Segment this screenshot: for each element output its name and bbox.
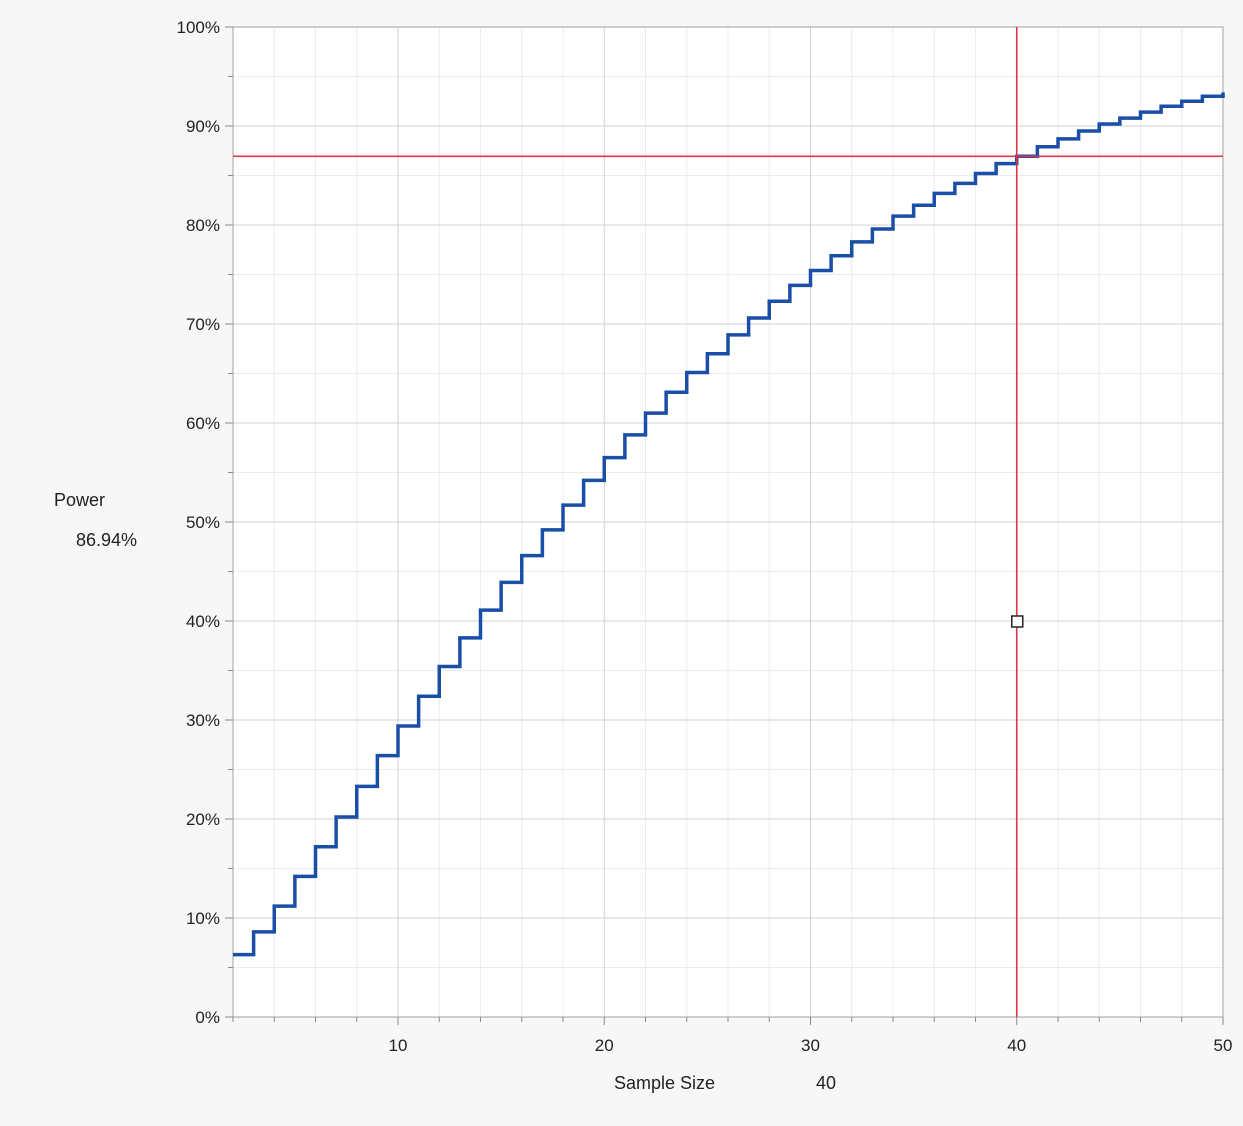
crosshair[interactable] xyxy=(233,27,1223,1017)
x-axis-label: Sample Size xyxy=(614,1073,715,1093)
x-tick-label: 20 xyxy=(595,1036,614,1055)
y-axis-ticks: 0% 10% 20% 30% 40% 50% 60% 70% 80% 90% 100% xyxy=(177,18,233,1027)
power-step-line xyxy=(233,92,1225,957)
y-tick-label: 30% xyxy=(186,711,220,730)
y-tick-label: 10% xyxy=(186,909,220,928)
y-tick-label: 70% xyxy=(186,315,220,334)
x-tick-label: 40 xyxy=(1007,1036,1026,1055)
y-tick-label: 100% xyxy=(177,18,220,37)
x-tick-label: 30 xyxy=(801,1036,820,1055)
crosshair-drag-handle[interactable] xyxy=(1011,615,1024,628)
y-axis-current-value: 86.94% xyxy=(76,530,137,550)
x-tick-label: 10 xyxy=(389,1036,408,1055)
x-tick-label: 50 xyxy=(1214,1036,1233,1055)
y-tick-label: 40% xyxy=(186,612,220,631)
x-axis-current-value: 40 xyxy=(816,1073,836,1093)
x-axis-ticks: 10 20 30 40 50 xyxy=(232,1017,1233,1055)
y-tick-label: 60% xyxy=(186,414,220,433)
y-tick-label: 50% xyxy=(186,513,220,532)
y-tick-label: 20% xyxy=(186,810,220,829)
y-tick-label: 80% xyxy=(186,216,220,235)
series-layer xyxy=(233,92,1225,957)
y-tick-label: 0% xyxy=(195,1008,220,1027)
y-tick-label: 90% xyxy=(186,117,220,136)
y-axis-label: Power xyxy=(54,490,105,510)
